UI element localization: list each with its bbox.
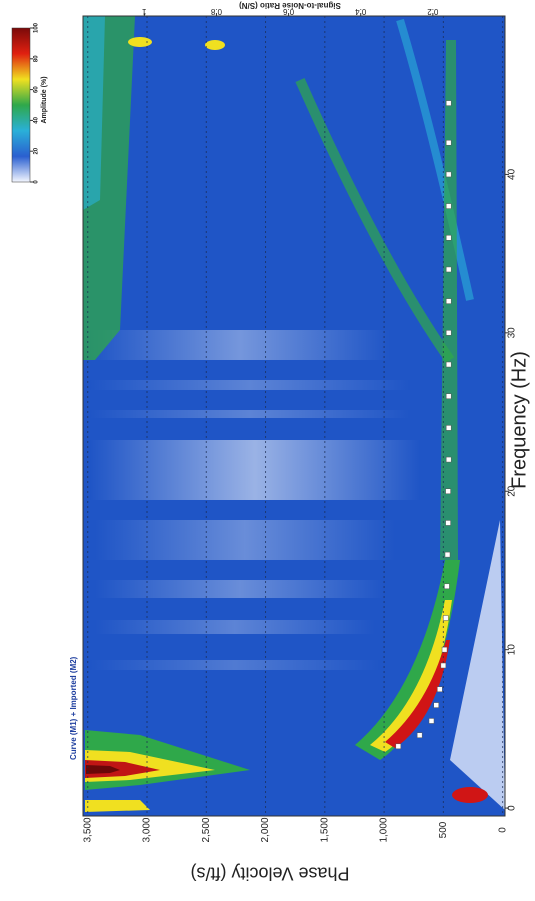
y2-tick-label: 0.2 [427, 7, 439, 16]
y2-tick-label: 0.8 [210, 7, 222, 16]
data-point [445, 266, 452, 273]
colorbar-tick-label: 100 [34, 22, 40, 33]
y-tick-label: 500 [438, 821, 449, 838]
data-point [445, 393, 452, 399]
data-point [416, 732, 423, 738]
y-axis-title: Phase Velocity (ft/s) [190, 863, 349, 883]
data-point [445, 298, 452, 304]
y2-tick-label: 0.6 [282, 7, 294, 16]
data-point [444, 583, 450, 590]
data-point [428, 718, 435, 724]
colorbar [11, 27, 31, 183]
y-tick-label: 1,000 [379, 817, 390, 842]
colorbar-tick-label: 60 [34, 86, 40, 93]
data-point [445, 361, 452, 368]
data-point [442, 615, 449, 621]
y2-axis-title: Signal-to-Noise Ratio (S/N) [239, 1, 341, 10]
data-point [445, 425, 452, 431]
x-tick-label: 20 [507, 485, 518, 497]
colorbar-tick-label: 0 [34, 180, 40, 184]
y2-tick-label: 1 [142, 7, 147, 16]
data-point [445, 100, 452, 106]
colorbar-label: Amplitude (%) [41, 76, 48, 123]
x-tick-label: 10 [507, 644, 518, 656]
data-point [445, 330, 452, 336]
legend-entry: Curve (M1) + Imported (M2) [69, 656, 78, 760]
y2-tick-label: 0.4 [355, 7, 367, 16]
heatmap [83, 16, 505, 816]
y-tick-label: 3,500 [82, 817, 93, 842]
data-point [440, 662, 447, 669]
plot-frame [82, 15, 506, 817]
data-point [445, 203, 452, 209]
y-tick-label: 0 [497, 827, 508, 833]
data-point [395, 743, 402, 750]
data-point [445, 456, 452, 463]
colorbar-tick-label: 40 [34, 116, 40, 123]
y-tick-label: 2,500 [201, 817, 212, 842]
data-point [445, 235, 452, 241]
y-tick-label: 3,000 [142, 817, 153, 842]
colorbar-tick-label: 80 [34, 55, 40, 62]
x-tick-label: 30 [507, 327, 518, 339]
data-point [437, 686, 443, 693]
y-tick-label: 2,000 [260, 817, 271, 842]
data-point [445, 139, 452, 146]
x-axis-title: Frequency (Hz) [508, 351, 530, 489]
data-point [445, 520, 451, 526]
colorbar-tick-label: 20 [34, 147, 40, 154]
data-point [445, 171, 452, 178]
y-tick-label: 1,500 [319, 817, 330, 842]
data-point [444, 551, 451, 558]
data-point [441, 646, 448, 653]
x-tick-label: 0 [507, 805, 518, 811]
data-point [433, 702, 439, 708]
x-tick-label: 40 [507, 168, 518, 180]
data-point [445, 488, 451, 494]
